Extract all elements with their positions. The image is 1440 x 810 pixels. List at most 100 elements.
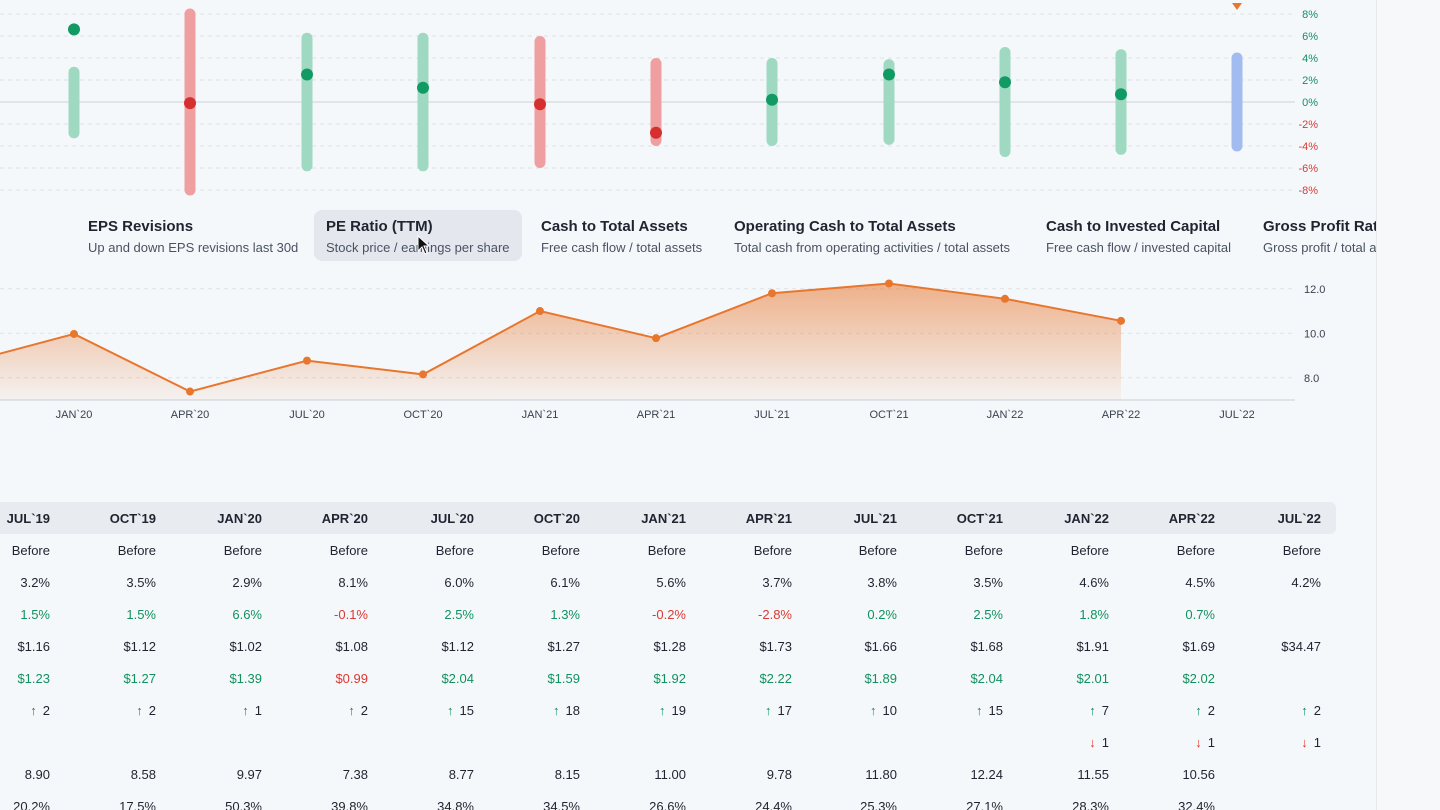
column-header[interactable]: JUL`22 [1277, 511, 1321, 526]
column-header[interactable]: OCT`19 [109, 511, 156, 526]
pe-point [70, 329, 78, 338]
metric-option-6[interactable]: Gross Profit Ratio Gross profit / total a… [1251, 210, 1376, 261]
column-header[interactable]: JAN`21 [641, 511, 686, 526]
table-cell: $1.39 [229, 671, 262, 686]
column-header[interactable]: JUL`20 [430, 511, 474, 526]
arrow-up-icon: ↑ [1195, 703, 1202, 718]
table-cell: ↑ 15 [374, 703, 474, 718]
revision-count: 15 [459, 703, 474, 718]
metric-title: Cash to Invested Capital [1046, 218, 1221, 235]
table-cell: ↑ 2 [56, 703, 156, 718]
table-cell: $1.92 [653, 671, 686, 686]
table-cell: -0.1% [334, 607, 368, 622]
y-tick-label: 0% [1302, 97, 1318, 109]
table-cell: 6.1% [550, 575, 580, 590]
metric-title: Gross Profit Ratio [1263, 218, 1376, 235]
column-header[interactable]: JAN`22 [1064, 511, 1109, 526]
pe-point [1001, 294, 1009, 303]
surprise-dot [999, 76, 1011, 89]
y-tick-label: 12.0 [1304, 284, 1325, 296]
table-cell: 39.8% [331, 799, 368, 810]
y-tick-label: 8.0 [1304, 373, 1319, 385]
arrow-up-icon: ↑ [1301, 703, 1308, 718]
metric-option-4[interactable]: Operating Cash to Total Assets Total cash… [722, 210, 1022, 261]
x-tick-label: OCT`20 [403, 409, 442, 421]
surprise-dot [883, 68, 895, 81]
column-header[interactable]: APR`21 [745, 511, 792, 526]
revision-count: 15 [988, 703, 1003, 718]
table-cell: Before [223, 543, 262, 558]
table-cell: 5.6% [656, 575, 686, 590]
arrow-up-icon: ↑ [30, 703, 37, 718]
table-cell: 20.2% [13, 799, 50, 810]
arrow-up-icon: ↑ [447, 703, 454, 718]
table-cell: 3.8% [867, 575, 897, 590]
metric-option-5[interactable]: Cash to Invested Capital Free cash flow /… [1034, 210, 1243, 261]
column-header[interactable]: OCT`21 [956, 511, 1003, 526]
revision-count: 18 [565, 703, 580, 718]
x-tick-label: JUL`21 [754, 409, 789, 421]
table-cell: 1.8% [1079, 607, 1109, 622]
table-cell: 11.55 [1077, 767, 1109, 782]
table-cell: Before [1282, 543, 1321, 558]
table-cell: 1.5% [20, 607, 50, 622]
arrow-up-icon: ↑ [348, 703, 355, 718]
table-cell: ↑ 7 [1009, 703, 1109, 718]
x-tick-label: JAN`20 [56, 409, 93, 421]
column-header[interactable]: APR`22 [1168, 511, 1215, 526]
table-cell: 1.3% [550, 607, 580, 622]
arrow-up-icon: ↑ [870, 703, 877, 718]
revision-count: 1 [1101, 735, 1109, 750]
table-cell: 3.2% [20, 575, 50, 590]
column-header[interactable]: JAN`20 [217, 511, 262, 526]
surprise-dot [68, 23, 80, 36]
table-cell: ↑ 1 [162, 703, 262, 718]
metric-option-1[interactable]: EPS Revisions Up and down EPS revisions l… [76, 210, 310, 261]
table-cell: 9.97 [236, 767, 262, 782]
revision-count: 1 [1313, 735, 1321, 750]
table-cell: Before [858, 543, 897, 558]
current-period-marker-icon [1232, 3, 1242, 10]
surprise-dot [766, 93, 778, 106]
column-header[interactable]: OCT`20 [533, 511, 580, 526]
metric-option-3[interactable]: Cash to Total Assets Free cash flow / tot… [529, 210, 714, 261]
table-cell: 8.15 [554, 767, 580, 782]
arrow-up-icon: ↑ [1089, 703, 1096, 718]
table-cell: 3.5% [973, 575, 1003, 590]
table-cell: Before [541, 543, 580, 558]
table-cell: 2.5% [973, 607, 1003, 622]
column-header[interactable]: JUL`19 [6, 511, 50, 526]
table-cell: 24.4% [755, 799, 792, 810]
table-cell: -0.2% [652, 607, 686, 622]
arrow-up-icon: ↑ [553, 703, 560, 718]
table-cell: $2.04 [970, 671, 1003, 686]
y-tick-label: 6% [1302, 31, 1318, 43]
table-cell: Before [1176, 543, 1215, 558]
table-cell: 17.5% [119, 799, 156, 810]
table-cell: 12.24 [970, 767, 1003, 782]
table-cell: ↑ 2 [0, 703, 50, 718]
column-header[interactable]: JUL`21 [853, 511, 897, 526]
arrow-up-icon: ↑ [242, 703, 249, 718]
metric-title: Operating Cash to Total Assets [734, 218, 956, 235]
table-cell: ↑ 2 [1115, 703, 1215, 718]
metric-subtitle: Up and down EPS revisions last 30d [88, 240, 299, 255]
arrow-down-icon: ↓ [1195, 735, 1202, 750]
column-header[interactable]: APR`20 [321, 511, 368, 526]
y-tick-label: 8% [1302, 9, 1318, 21]
table-cell: 32.4% [1178, 799, 1215, 810]
table-cell: Before [11, 543, 50, 558]
revision-count: 2 [42, 703, 50, 718]
table-cell: $1.16 [17, 639, 50, 654]
y-tick-label: 2% [1302, 75, 1318, 87]
y-tick-label: -2% [1298, 119, 1318, 131]
table-cell: $0.99 [335, 671, 368, 686]
table-cell: $1.28 [653, 639, 686, 654]
x-tick-label: APR`21 [637, 409, 676, 421]
metric-title: EPS Revisions [88, 218, 194, 235]
metric-subtitle: Free cash flow / total assets [541, 240, 703, 255]
table-cell: 6.0% [444, 575, 474, 590]
surprise-dot [184, 97, 196, 110]
table-cell: 28.3% [1072, 799, 1109, 810]
table-cell: Before [435, 543, 474, 558]
